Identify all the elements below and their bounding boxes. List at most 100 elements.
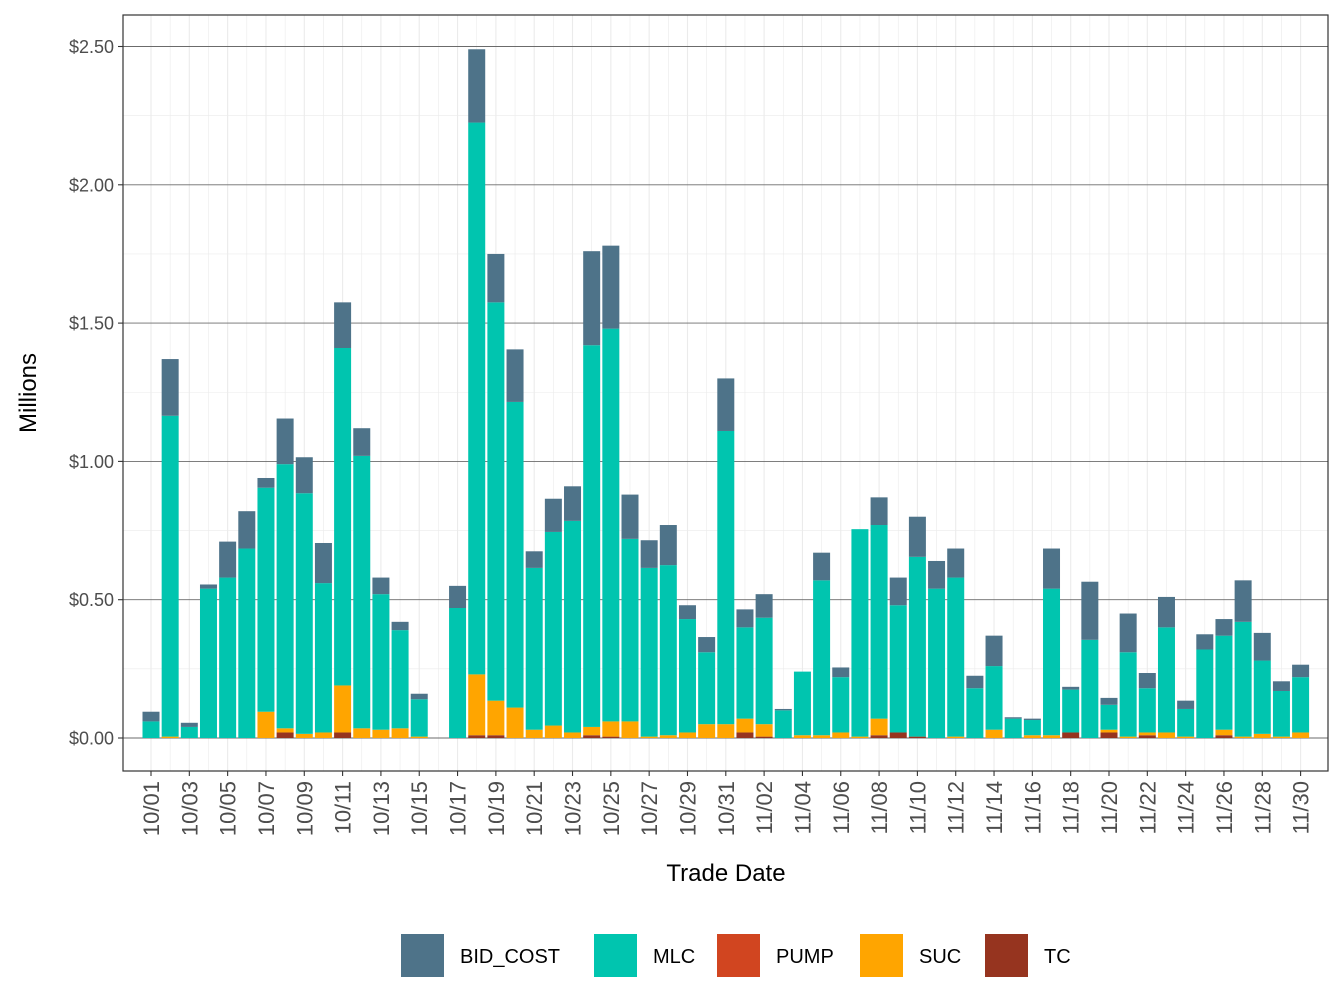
- bar-mlc: [602, 328, 620, 722]
- x-tick-label: 11/04: [790, 781, 815, 834]
- bar-bid-cost: [985, 635, 1003, 667]
- bar-suc: [391, 728, 409, 738]
- bar-bid-cost: [1157, 596, 1175, 628]
- bar-bid-cost: [908, 516, 926, 557]
- bar-suc: [947, 736, 965, 738]
- bar-suc: [257, 711, 275, 738]
- bar-bid-cost: [1138, 672, 1156, 689]
- bar-suc: [1272, 736, 1290, 738]
- x-tick-label: 10/23: [561, 781, 586, 836]
- bar-mlc: [1062, 689, 1080, 733]
- bar-suc: [1138, 732, 1156, 736]
- x-tick-label: 11/10: [905, 781, 930, 834]
- bar-bid-cost: [161, 359, 179, 416]
- bar-mlc: [487, 302, 505, 701]
- bar-mlc: [1004, 718, 1022, 738]
- y-axis: $0.00 $0.50 $1.00 $1.50 $2.00 $2.50: [69, 37, 123, 749]
- legend-key-suc: [860, 934, 903, 977]
- x-tick-label: 11/06: [829, 781, 854, 834]
- bar-mlc: [985, 666, 1003, 730]
- bar-suc: [851, 736, 869, 738]
- bar-tc: [583, 735, 601, 738]
- legend-label-bid-cost: BID_COST: [460, 946, 560, 968]
- bar-suc: [487, 700, 505, 736]
- bar-bid-cost: [544, 498, 562, 532]
- bar-mlc: [276, 464, 294, 729]
- bar-suc: [1253, 733, 1271, 738]
- bar-mlc: [621, 538, 639, 722]
- x-tick-label: 10/21: [522, 781, 547, 836]
- x-tick-label: 10/15: [407, 781, 432, 836]
- bar-bid-cost: [353, 428, 371, 456]
- bar-tc: [1138, 735, 1156, 738]
- bar-bid-cost: [602, 245, 620, 329]
- legend-label-mlc: MLC: [653, 946, 695, 968]
- bar-bid-cost: [180, 722, 198, 727]
- bar-bid-cost: [678, 605, 696, 620]
- bar-bid-cost: [257, 477, 275, 488]
- bar-suc: [583, 726, 601, 736]
- y-tick-label: $0.00: [69, 729, 114, 749]
- bar-mlc: [1023, 720, 1041, 736]
- bar-suc: [755, 724, 773, 737]
- bar-bid-cost: [774, 708, 792, 711]
- bar-suc: [717, 724, 735, 738]
- x-tick-label: 10/11: [331, 781, 356, 834]
- bar-bid-cost: [564, 486, 582, 521]
- bar-suc: [736, 718, 754, 733]
- x-tick-label: 10/17: [446, 781, 471, 836]
- bar-tc: [334, 732, 352, 738]
- bar-mlc: [1234, 621, 1252, 737]
- bar-bid-cost: [1215, 619, 1233, 636]
- bar-suc: [525, 729, 543, 738]
- bar-bid-cost: [870, 497, 888, 526]
- x-tick-label: 10/29: [675, 781, 700, 836]
- bar-bid-cost: [219, 541, 237, 578]
- y-axis-title: Millions: [15, 353, 42, 433]
- legend-label-pump: PUMP: [776, 946, 834, 968]
- bar-suc: [793, 735, 811, 738]
- x-tick-label: 10/01: [139, 781, 164, 836]
- bar-mlc: [1138, 688, 1156, 733]
- bar-mlc: [410, 699, 428, 737]
- bar-mlc: [1157, 627, 1175, 733]
- bar-mlc: [966, 688, 984, 738]
- bar-suc: [1043, 735, 1061, 738]
- bar-bid-cost: [947, 548, 965, 578]
- y-tick-label: $0.50: [69, 590, 114, 610]
- x-tick-label: 10/25: [599, 781, 624, 836]
- bar-mlc: [391, 630, 409, 729]
- bar-suc: [468, 674, 486, 736]
- bar-suc: [161, 736, 179, 738]
- bar-mlc: [947, 577, 965, 737]
- bar-bid-cost: [410, 693, 428, 700]
- bar-tc: [276, 732, 294, 738]
- bar-bid-cost: [199, 584, 217, 589]
- bar-suc: [640, 736, 658, 738]
- bar-bid-cost: [659, 525, 677, 566]
- legend-label-suc: SUC: [919, 946, 961, 968]
- bar-suc: [1292, 732, 1310, 738]
- x-tick-label: 11/12: [944, 781, 969, 834]
- bar-suc: [698, 724, 716, 738]
- bar-mlc: [1215, 635, 1233, 730]
- bar-mlc: [544, 531, 562, 726]
- bar-mlc: [314, 583, 332, 733]
- bar-suc: [506, 707, 524, 738]
- legend-key-tc: [985, 934, 1028, 977]
- legend-key-mlc: [594, 934, 637, 977]
- bar-bid-cost: [1119, 613, 1137, 653]
- x-tick-label: 11/28: [1250, 781, 1275, 834]
- bar-mlc: [1272, 690, 1290, 737]
- x-tick-label: 10/05: [216, 781, 241, 836]
- bar-mlc: [525, 567, 543, 730]
- bar-mlc: [889, 605, 907, 733]
- bar-suc: [832, 732, 850, 738]
- bar-mlc: [219, 577, 237, 738]
- bar-bid-cost: [1253, 632, 1271, 661]
- bar-mlc: [851, 529, 869, 737]
- bar-suc: [564, 732, 582, 738]
